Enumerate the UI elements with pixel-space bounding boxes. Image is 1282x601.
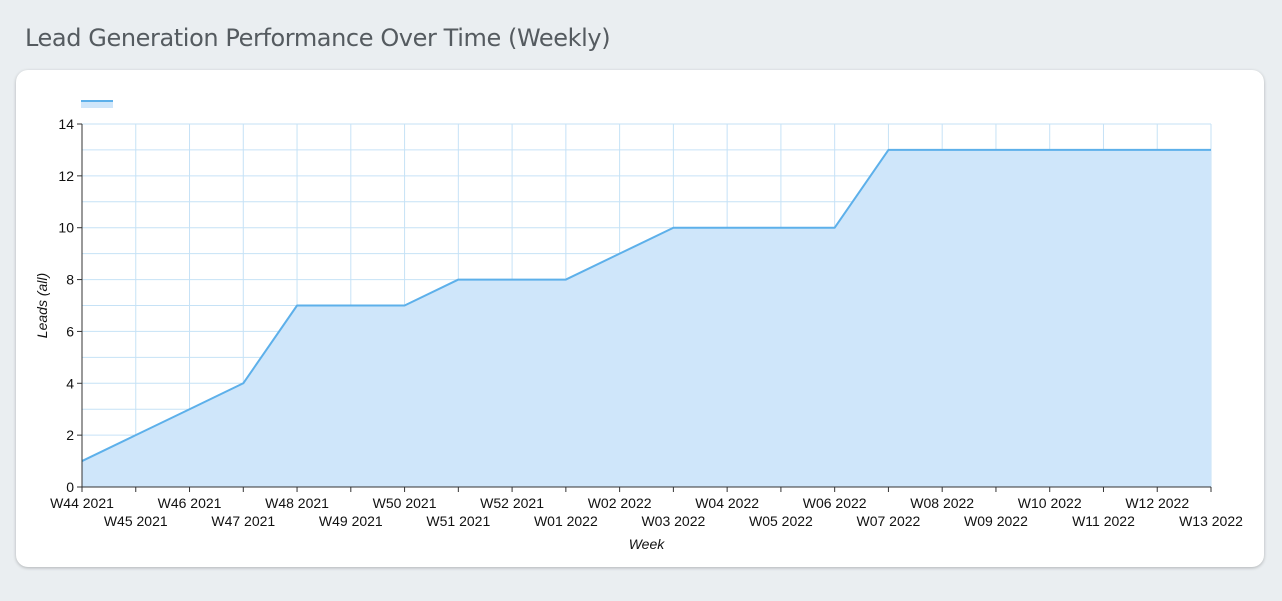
- series-area-fill: [82, 149, 1211, 487]
- x-tick-label: W48 2021: [265, 495, 329, 511]
- x-tick-label: W11 2022: [1072, 513, 1135, 529]
- x-tick-label: W46 2021: [158, 495, 222, 511]
- series-line: [81, 148, 1211, 462]
- x-tick-label: W07 2022: [857, 513, 921, 529]
- x-tick-label: W04 2022: [695, 495, 759, 511]
- y-axis-title: Leads (all): [34, 273, 50, 338]
- x-tick-label: W06 2022: [803, 495, 867, 511]
- area-chart: 0 2 4 6 8 10 12 14 W44 2021 W45 2021 W46 2021 W47 …: [34, 100, 1243, 552]
- y-tick-label: 2: [66, 427, 74, 443]
- x-tick-label: W01 2022: [534, 513, 598, 529]
- x-tick-label: W13 2022: [1179, 513, 1243, 529]
- x-tick-label: W44 2021: [50, 495, 114, 511]
- x-tick-label: W45 2021: [104, 513, 168, 529]
- y-tick-label: 14: [58, 116, 74, 132]
- x-tick-label: W05 2022: [749, 513, 813, 529]
- axes: [81, 124, 1211, 488]
- legend-swatch[interactable]: [81, 100, 113, 108]
- x-tick-label: W09 2022: [964, 513, 1028, 529]
- y-tick-label: 12: [58, 168, 74, 184]
- legend[interactable]: [81, 100, 113, 108]
- chart-card: 0 2 4 6 8 10 12 14 W44 2021 W45 2021 W46 2021 W47 …: [16, 70, 1264, 567]
- x-axis-ticks: W44 2021 W45 2021 W46 2021 W47 2021 W48 2021…: [50, 487, 1243, 529]
- x-tick-label: W10 2022: [1018, 495, 1082, 511]
- page-title: Lead Generation Performance Over Time (W…: [25, 24, 611, 52]
- y-tick-label: 0: [66, 479, 74, 495]
- x-tick-label: W51 2021: [426, 513, 490, 529]
- y-tick-label: 8: [66, 272, 74, 288]
- x-tick-label: W08 2022: [910, 495, 974, 511]
- y-axis-ticks: 0 2 4 6 8 10 12 14: [58, 116, 82, 495]
- x-tick-label: W52 2021: [480, 495, 544, 511]
- series-area: [81, 148, 1211, 487]
- y-tick-label: 10: [58, 220, 74, 236]
- x-tick-label: W47 2021: [211, 513, 275, 529]
- y-tick-label: 4: [66, 375, 74, 391]
- x-tick-label: W02 2022: [588, 495, 652, 511]
- x-axis-title: Week: [629, 536, 666, 552]
- x-tick-label: W49 2021: [319, 513, 383, 529]
- x-tick-label: W50 2021: [373, 495, 437, 511]
- x-tick-label: W12 2022: [1125, 495, 1189, 511]
- x-tick-label: W03 2022: [641, 513, 705, 529]
- y-tick-label: 6: [66, 323, 74, 339]
